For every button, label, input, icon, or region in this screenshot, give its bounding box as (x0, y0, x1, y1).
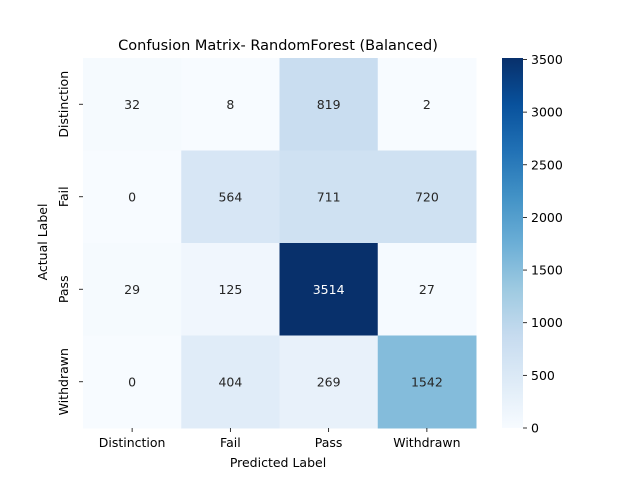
cell-value-label: 32 (124, 97, 140, 112)
heatmap-cells: 32 8 819 2 0 564 711 720 29 125 3514 27 0 404 269 1542 (83, 58, 477, 429)
cell-value-label: 29 (124, 282, 140, 297)
heatmap-cell (181, 243, 280, 336)
colorbar-tick-label: 500 (531, 368, 555, 383)
cell-value-label: 269 (317, 374, 341, 389)
cell-value-label: 404 (218, 374, 242, 389)
cell-value-label: 711 (317, 189, 341, 204)
y-tick-labels: Distinction Fail Pass Withdrawn (56, 71, 83, 415)
colorbar (502, 58, 523, 428)
cell-value-label: 819 (317, 97, 341, 112)
x-tick-label: Withdrawn (393, 435, 460, 450)
heatmap-cell (279, 150, 379, 244)
heatmap-cell (279, 243, 379, 336)
colorbar-ticks: 0 500 1000 1500 2000 2500 3000 3500 (523, 52, 563, 436)
heatmap-cell (377, 335, 477, 429)
colorbar-tick-label: 2000 (531, 210, 563, 225)
heatmap-cell (181, 58, 280, 151)
heatmap-cell (377, 243, 477, 336)
colorbar-tick-label: 1500 (531, 263, 563, 278)
x-tick-label: Pass (315, 435, 343, 450)
heatmap-cell (181, 150, 280, 244)
colorbar-tick-label: 3500 (531, 52, 563, 67)
x-tick-labels: Distinction Fail Pass Withdrawn (99, 428, 461, 450)
heatmap-cell (279, 58, 379, 151)
cell-value-label: 0 (128, 189, 136, 204)
y-tick-label: Withdrawn (56, 348, 71, 415)
cell-value-label: 720 (415, 189, 439, 204)
chart-title: Confusion Matrix- RandomForest (Balanced… (118, 38, 438, 54)
colorbar-tick-label: 2500 (531, 157, 563, 172)
cell-value-label: 27 (419, 282, 435, 297)
cell-value-label: 0 (128, 374, 136, 389)
colorbar-tick-label: 1000 (531, 315, 563, 330)
y-tick-label: Distinction (56, 71, 71, 138)
cell-value-label: 8 (226, 97, 234, 112)
heatmap-cell (83, 335, 182, 429)
y-tick-label: Fail (56, 186, 71, 207)
colorbar-tick-label: 3000 (531, 105, 563, 120)
colorbar-tick-label: 0 (531, 421, 539, 436)
heatmap-cell (377, 150, 477, 244)
x-axis-label: Predicted Label (230, 455, 326, 470)
heatmap-cell (83, 58, 182, 151)
y-axis-label: Actual Label (35, 204, 50, 281)
cell-value-label: 564 (218, 189, 242, 204)
heatmap-cell (181, 335, 280, 429)
heatmap-cell (83, 150, 182, 244)
x-tick-label: Fail (220, 435, 241, 450)
x-tick-label: Distinction (99, 435, 166, 450)
heatmap-cell (83, 243, 182, 336)
y-tick-label: Pass (56, 275, 71, 303)
heatmap-cell (279, 335, 379, 429)
cell-value-label: 125 (218, 282, 242, 297)
cell-value-label: 2 (423, 97, 431, 112)
cell-value-label: 3514 (313, 282, 345, 297)
heatmap-cell (377, 58, 477, 151)
cell-value-label: 1542 (411, 374, 443, 389)
